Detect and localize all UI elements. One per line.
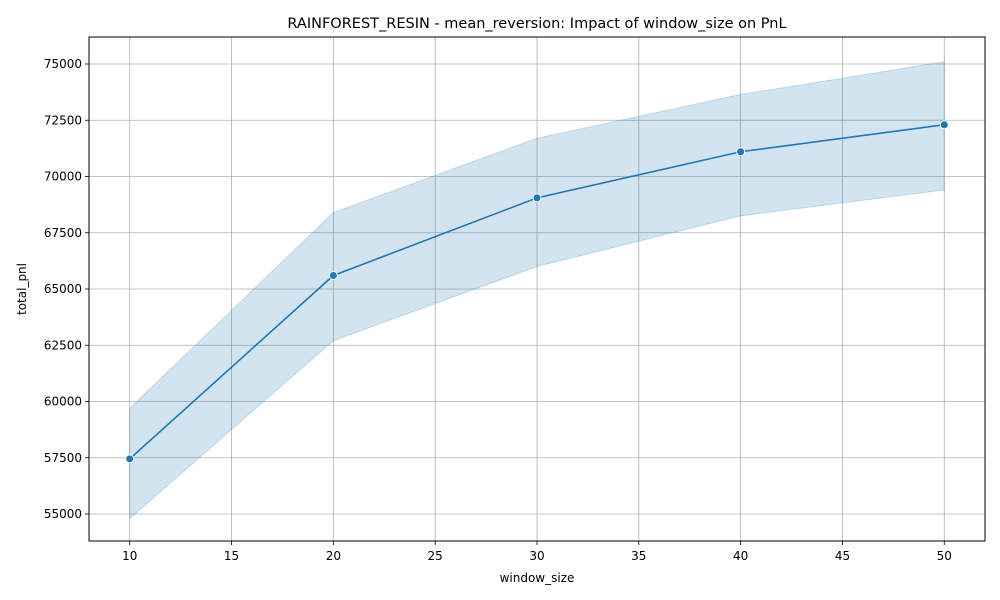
- chart-title: RAINFOREST_RESIN - mean_reversion: Impac…: [287, 16, 786, 32]
- data-point: [532, 193, 542, 203]
- y-tick-label: 70000: [44, 170, 82, 184]
- confidence-band: [129, 61, 945, 520]
- x-tick-label: 25: [428, 549, 443, 563]
- y-tick-label: 57500: [44, 451, 82, 465]
- y-tick-label: 62500: [44, 338, 82, 352]
- data-point: [328, 271, 338, 280]
- y-tick-label: 75000: [44, 57, 82, 71]
- y-tick-label: 67500: [44, 226, 82, 240]
- x-tick-label: 35: [631, 549, 646, 563]
- x-tick-label: 45: [835, 549, 850, 563]
- y-axis: 55000 57500 60000 62500 65000 67500 70000 72500…: [44, 57, 89, 521]
- x-tick-label: 20: [326, 549, 341, 563]
- y-tick-label: 55000: [44, 507, 82, 521]
- data-point: [736, 147, 746, 157]
- confidence-band-layer: [129, 61, 945, 520]
- y-axis-label: total_pnl: [15, 263, 29, 315]
- y-tick-label: 72500: [44, 113, 82, 127]
- data-point: [939, 120, 949, 130]
- y-tick-label: 65000: [44, 282, 82, 296]
- x-tick-label: 40: [733, 549, 748, 563]
- x-tick-label: 10: [122, 549, 137, 563]
- x-tick-label: 50: [937, 549, 952, 563]
- x-axis: 10 15 20 25 30 35 40 45 50: [122, 541, 952, 563]
- data-point: [125, 454, 135, 464]
- y-tick-label: 60000: [44, 395, 82, 409]
- marker-layer: [125, 120, 949, 464]
- x-axis-label: window_size: [500, 571, 575, 585]
- x-tick-label: 15: [224, 549, 239, 563]
- x-tick-label: 30: [529, 549, 544, 563]
